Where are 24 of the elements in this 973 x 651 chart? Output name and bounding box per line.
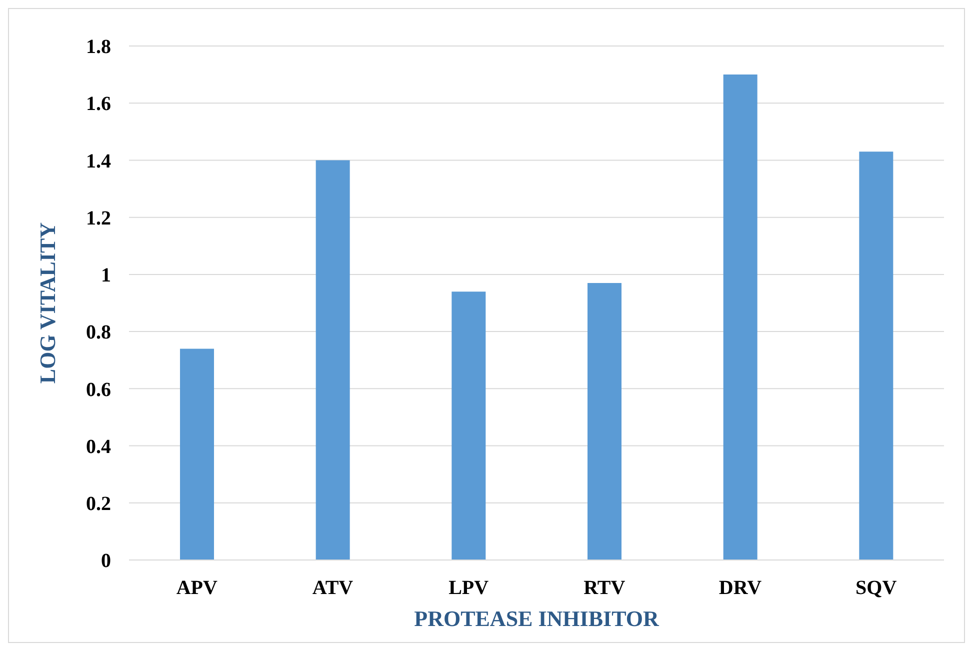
x-tick-label: SQV [856,577,898,600]
y-tick-label: 0.8 [86,322,111,344]
bar [180,348,214,560]
y-axis-title: LOG VITALITY [34,222,60,384]
y-tick-label: 1.6 [86,93,111,116]
y-tick-label: 1 [101,264,111,287]
bar [452,292,486,560]
bar [588,283,622,560]
x-axis-title: PROTEASE INHIBITOR [414,606,660,631]
bar [859,152,894,560]
y-tick-label: 1.2 [86,207,111,230]
x-tick-label: APV [176,577,218,600]
bar [316,160,350,560]
x-tick-label: ATV [312,577,354,600]
x-tick-label: LPV [448,577,490,600]
x-tick-label: RTV [584,577,626,600]
y-tick-label: 0.4 [86,436,111,458]
y-tick-label: 0 [101,550,111,572]
y-tick-label: 1.4 [86,150,111,172]
y-tick-label: 0.2 [86,492,111,515]
x-tick-label: DRV [718,577,762,600]
y-tick-label: 0.6 [86,378,111,401]
y-tick-label: 1.8 [86,36,111,58]
bar [723,74,758,560]
